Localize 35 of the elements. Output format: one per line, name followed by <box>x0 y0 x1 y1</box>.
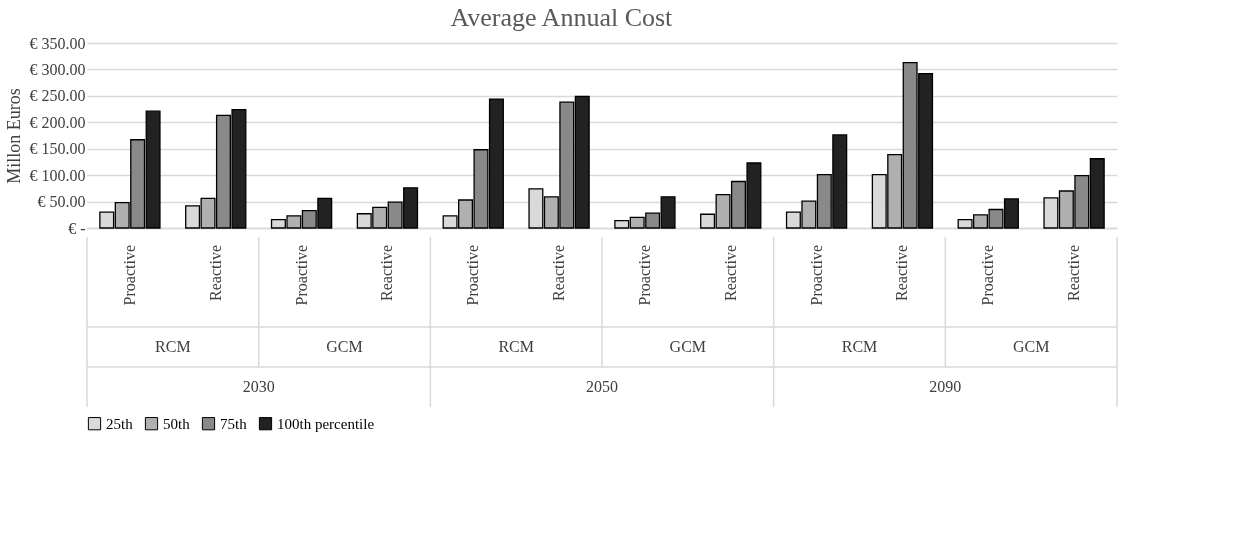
x-tick-label: Proactive <box>292 245 310 306</box>
x-tick-label: Proactive <box>464 245 482 306</box>
x-tick-label: Reactive <box>378 245 396 301</box>
x-tick-label: Proactive <box>979 245 997 306</box>
x-tick-label: Reactive <box>206 245 224 301</box>
chart-title: Average Annual Cost <box>450 3 674 32</box>
x-tick-label: Proactive <box>807 245 825 306</box>
text: 2050 <box>586 378 618 395</box>
legend-label: 75th <box>220 415 248 432</box>
y-tick-label: € 50.00 <box>37 193 86 211</box>
x-tick-label: Reactive <box>893 245 911 301</box>
y-tick-label: € 100.00 <box>29 166 86 184</box>
y-tick-label: € 150.00 <box>29 140 86 158</box>
legend-label: 25th <box>106 415 134 432</box>
x-tick-label: Reactive <box>721 245 739 301</box>
x-tick-label: Proactive <box>120 245 138 306</box>
y-axis-title: Millon Euros <box>3 88 24 184</box>
text: 2090 <box>929 378 962 395</box>
y-tick-label: € 350.00 <box>29 34 86 52</box>
text: 2030 <box>242 378 275 395</box>
y-tick-label: € 250.00 <box>29 87 86 105</box>
text: GCM <box>669 338 707 355</box>
y-tick-label: € 200.00 <box>29 113 86 131</box>
x-tick-label: Reactive <box>550 245 568 301</box>
text: GCM <box>1012 338 1050 355</box>
x-tick-label: Reactive <box>1065 245 1083 301</box>
text: GCM <box>326 338 363 355</box>
text: RCM <box>498 338 534 355</box>
y-tick-label: € 300.00 <box>29 60 86 78</box>
legend-label: 100th percentile <box>277 415 375 432</box>
x-tick-label: Proactive <box>635 245 653 306</box>
y-tick-label: € - <box>68 219 86 237</box>
legend-label: 50th <box>163 415 191 432</box>
text: RCM <box>155 338 191 355</box>
text: RCM <box>841 338 878 355</box>
